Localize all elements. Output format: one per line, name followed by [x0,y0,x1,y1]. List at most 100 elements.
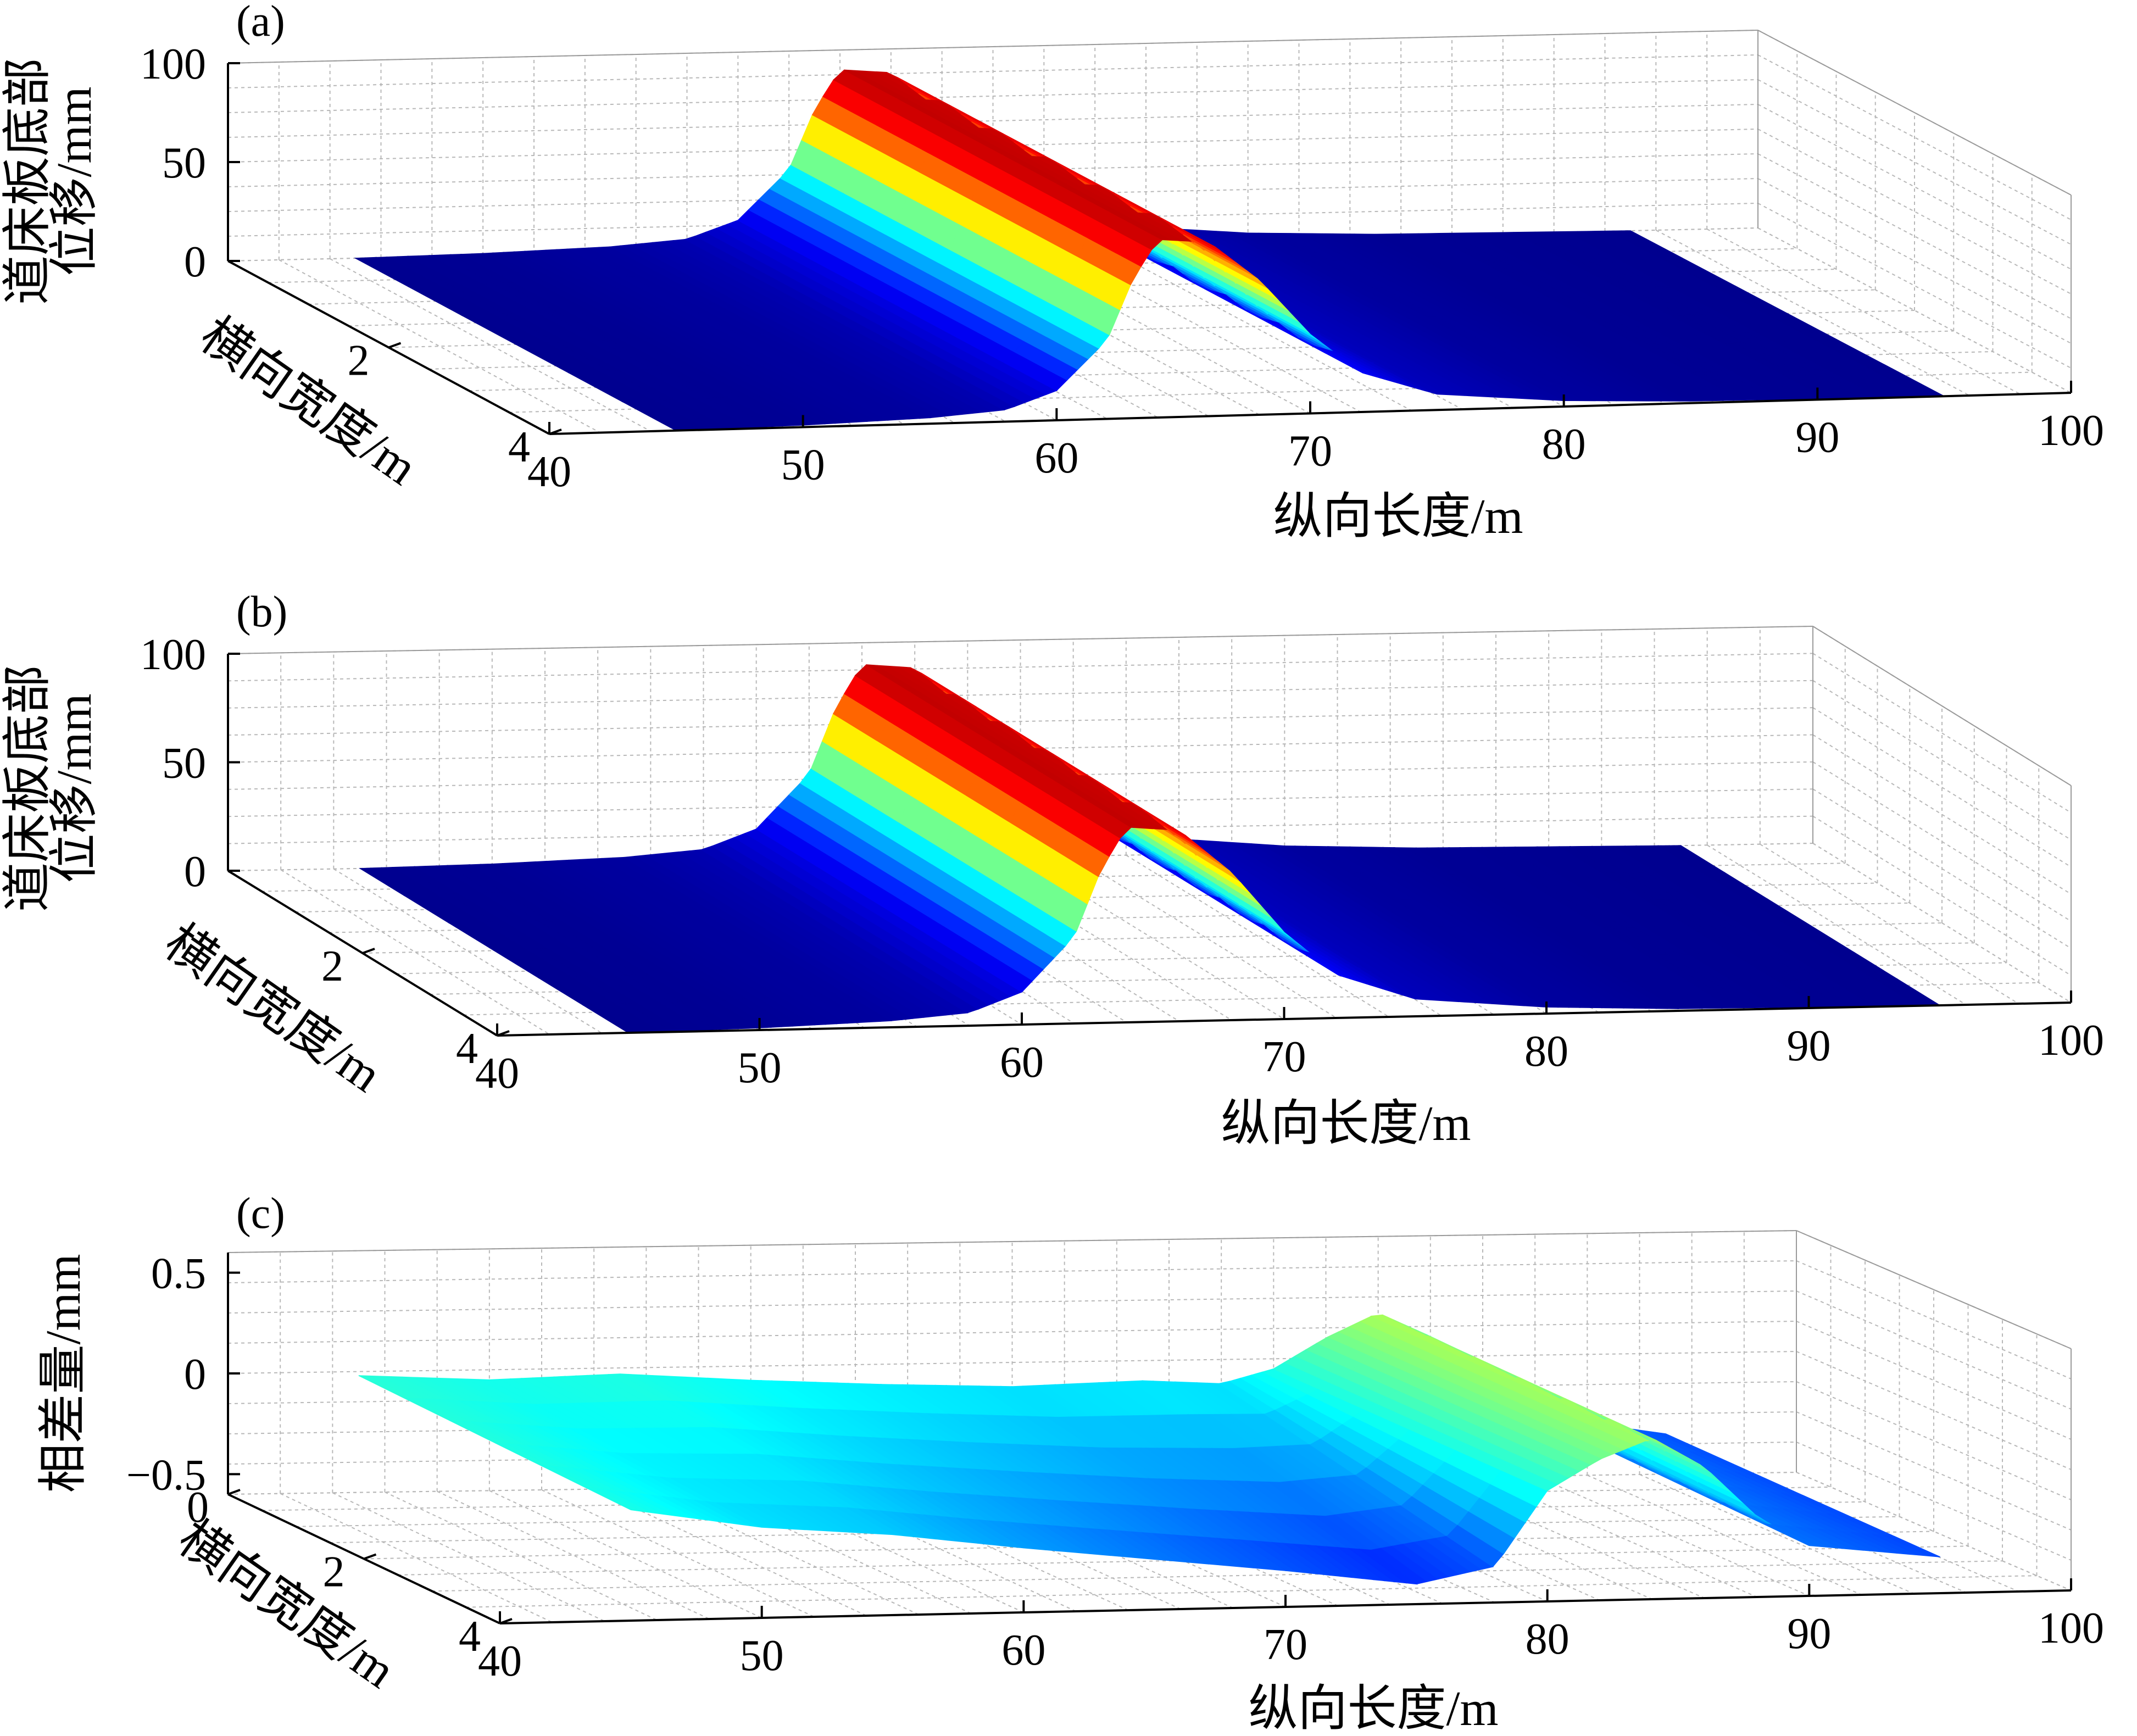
panel-b-ylabel: 横向宽度/m [155,915,391,1103]
panel-c-zlabel: 相差量/mm [36,1254,91,1493]
grid-line [1812,815,2072,976]
grid-line [809,860,1075,1024]
box-edge [227,626,1813,654]
y-tick-label: 0 [187,1483,209,1532]
grid-line [227,653,1813,682]
panel-a-zlabel-line2: 位移/mm [47,86,102,276]
grid-line [1707,844,1967,1005]
x-tick-label: 70 [1264,1621,1307,1669]
x-tick-label: 50 [781,441,825,489]
x-tick-label: 50 [740,1632,784,1680]
grid-line [227,707,1813,736]
grid-line [227,680,1813,709]
grid-line [227,1260,1797,1283]
x-tick-label: 70 [1262,1033,1306,1081]
grid-line [1760,843,2019,1004]
panel-a-ylabel: 横向宽度/m [191,308,427,496]
panel-c-surface [358,1314,1940,1585]
grid-line [914,858,1180,1022]
box-edge [227,30,1758,64]
panel-a-zlabel-line1: 道床板底部 [1,58,55,305]
z-tick-label: −0.5 [126,1451,206,1499]
grid-line [261,1486,1831,1511]
box-edge [1796,1230,2072,1349]
z-tick-label: 0 [184,848,206,896]
z-tick-label: 0 [184,1350,206,1399]
panel-a-surface [354,69,1945,431]
grid-line [227,1321,1797,1344]
z-tick-label: 100 [140,631,206,679]
grid-line [489,1490,763,1618]
grid-line [227,54,1758,88]
x-tick-label: 60 [1001,1626,1045,1674]
box-edge [1757,30,2072,196]
panel-b-zlabel-line2: 位移/mm [47,693,102,883]
grid-line [1126,854,1390,1017]
panel-a-label: (a) [236,0,285,46]
grid-line [1812,761,2072,922]
x-tick-label: 40 [527,448,571,496]
grid-line [227,104,1758,138]
z-tick-label: 0 [184,238,206,286]
grid-line [332,1492,605,1622]
grid-line [1812,734,2072,895]
y-tick-label: 4 [508,423,530,471]
x-tick-label: 80 [1526,1615,1570,1663]
y-tick [362,948,375,954]
y-tick-label: 2 [323,1548,345,1596]
x-tick-label: 50 [738,1044,782,1092]
grid-line [279,259,600,433]
z-tick-label: 50 [162,139,206,187]
grid-line [466,1575,2037,1608]
x-tick-label: 100 [2038,1016,2104,1065]
x-tick-label: 90 [1795,414,1839,462]
grid-line [1812,707,2072,867]
panel-b-surface [358,664,1941,1033]
y-tick-label: 4 [459,1612,481,1661]
x-tick-label: 40 [475,1049,519,1098]
x-tick-label: 90 [1787,1022,1831,1070]
y-tick [227,1489,241,1495]
grid-line [437,1490,710,1620]
x-tick-label: 100 [2038,407,2104,455]
z-tick-label: 100 [140,40,206,88]
panel-b-label: (b) [236,588,287,636]
panel-b-xlabel: 纵向长度/m [1221,1097,1471,1151]
z-tick-label: 0.5 [151,1250,206,1298]
grid-line [861,859,1127,1023]
y-tick-label: 4 [456,1025,478,1073]
grid-line [330,258,652,432]
x-tick-label: 90 [1787,1610,1831,1658]
grid-line [1020,856,1285,1020]
y-tick [549,429,562,435]
y-tick [388,342,402,349]
y-tick-label: 2 [348,337,370,385]
y-tick [363,1553,377,1560]
grid-line [227,79,1758,113]
surface-patch [1883,1535,1940,1557]
box-edge [1812,626,2072,786]
grid-line [1812,680,2072,841]
grid-line [227,1290,1797,1314]
grid-line [1812,653,2072,814]
grid-line [967,857,1232,1021]
panel-b-zlabel-line1: 道床板底部 [1,665,55,912]
panel-a-xlabel: 纵向长度/m [1273,489,1523,544]
x-tick-label: 60 [1034,434,1078,482]
grid-line [1073,855,1337,1019]
panel-c-xlabel: 纵向长度/m [1248,1682,1498,1736]
z-tick-label: 50 [162,739,206,788]
panel-c-label: (c) [236,1189,285,1238]
x-tick-label: 100 [2038,1604,2104,1652]
y-tick-label: 2 [321,942,343,991]
x-tick-label: 60 [1000,1038,1044,1087]
y-tick [499,1618,513,1624]
grid-line [432,1560,2003,1592]
x-tick-label: 80 [1524,1027,1568,1076]
